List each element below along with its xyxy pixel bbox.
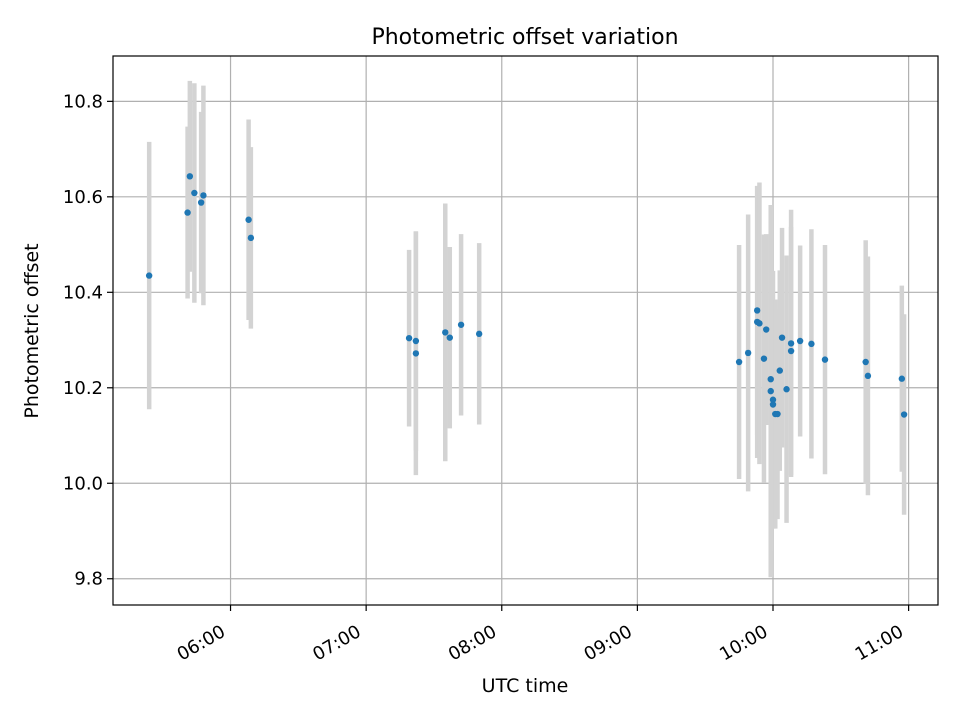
data-point (412, 337, 420, 345)
data-point (778, 334, 786, 341)
data-point (864, 372, 872, 380)
data-point (200, 192, 207, 199)
data-point (767, 387, 774, 395)
data-point (457, 321, 465, 328)
data-point (197, 199, 205, 206)
data-point (184, 209, 191, 216)
data-point (821, 356, 829, 363)
y-tick-label: 9.8 (74, 569, 103, 590)
data-point (412, 350, 420, 357)
y-axis-label: Photometric offset (21, 243, 43, 418)
data-point (862, 358, 869, 366)
data-point (753, 307, 761, 314)
data-point (442, 329, 449, 336)
data-point (760, 355, 768, 362)
data-point (769, 396, 777, 403)
y-tick-label: 10.2 (63, 378, 103, 399)
data-point (808, 340, 815, 348)
data-point (245, 216, 252, 223)
data-point (776, 367, 783, 374)
data-point (787, 347, 795, 355)
data-point (783, 386, 790, 393)
data-point (767, 375, 774, 383)
y-tick-label: 10.8 (63, 91, 103, 112)
data-points (145, 173, 908, 418)
data-point (796, 337, 804, 345)
data-point (774, 410, 781, 418)
y-tick-label: 10.4 (63, 282, 103, 303)
y-axis: 9.8 10.0 10.2 10.4 10.6 10.8 (63, 91, 113, 590)
data-point (763, 326, 770, 333)
y-tick-label: 10.0 (63, 473, 103, 494)
data-point (769, 401, 777, 408)
chart-title: Photometric offset variation (371, 25, 678, 50)
data-point (186, 173, 194, 180)
data-point (900, 411, 908, 418)
data-point (191, 189, 198, 197)
data-point (744, 349, 752, 357)
y-tick-label: 10.6 (63, 187, 103, 208)
data-point (405, 334, 413, 342)
data-point (735, 358, 743, 366)
data-point (898, 375, 906, 382)
data-point (247, 234, 255, 242)
x-axis-label: UTC time (482, 675, 569, 697)
plot-frame (112, 55, 939, 606)
plot-background (113, 56, 938, 605)
data-point (446, 334, 453, 341)
data-point (756, 320, 763, 327)
data-point (475, 330, 483, 338)
data-point (787, 340, 795, 347)
data-point (145, 272, 153, 279)
